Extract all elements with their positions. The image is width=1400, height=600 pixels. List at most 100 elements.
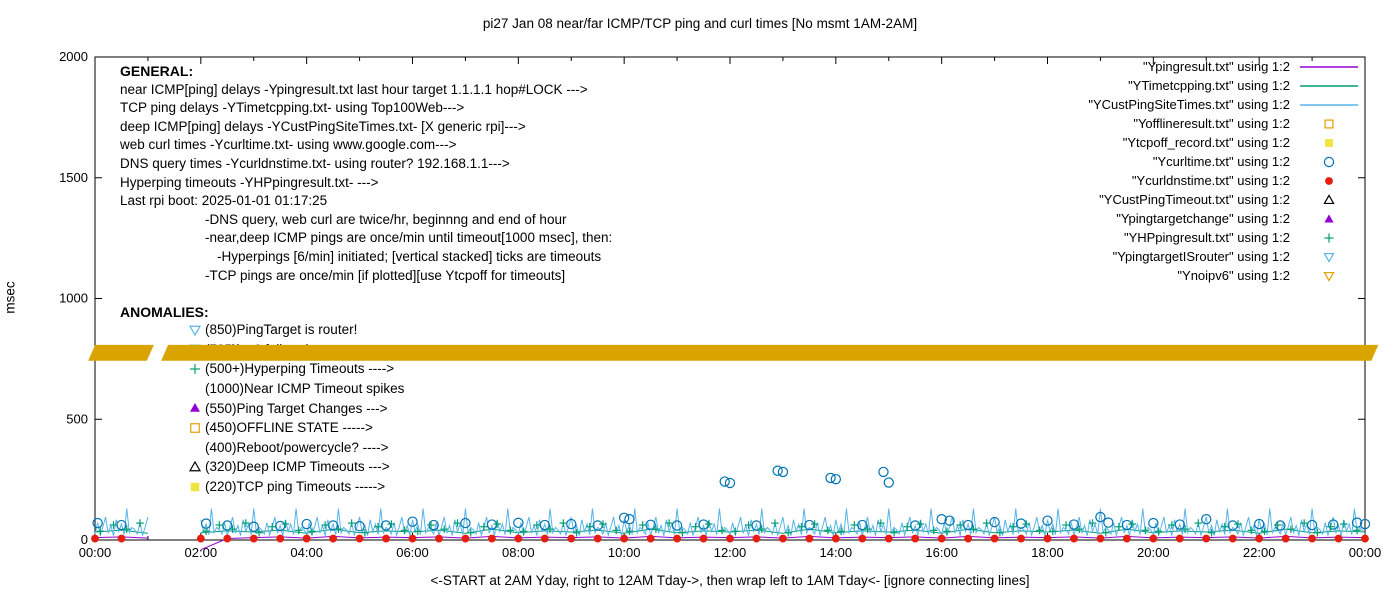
anomaly-label: (320)Deep ICMP Timeouts ---> bbox=[205, 459, 390, 475]
anomaly-label: (400)Reboot/powercycle? ----> bbox=[205, 439, 389, 455]
general-lines: near ICMP[ping] delays -Ypingresult.txt … bbox=[120, 81, 612, 286]
anomaly-row-7: (320)Deep ICMP Timeouts ---> bbox=[188, 457, 404, 477]
legend-label: "YCustPingSiteTimes.txt" using 1:2 bbox=[1088, 97, 1290, 112]
triangle-down-open-icon bbox=[188, 322, 205, 338]
legend-label: "YTimetcpping.txt" using 1:2 bbox=[1128, 78, 1290, 93]
plot-border bbox=[94, 56, 1366, 541]
legend-row-1: "YTimetcpping.txt" using 1:2 bbox=[1088, 76, 1360, 95]
triangle-filled-legend-icon bbox=[1298, 212, 1360, 226]
legend-label: "Ynoipv6" using 1:2 bbox=[1177, 268, 1290, 283]
line-legend-icon bbox=[1298, 60, 1360, 74]
anomaly-label: (1000)Near ICMP Timeout spikes bbox=[205, 381, 405, 397]
series-Ycurltime bbox=[92, 465, 1371, 532]
anomaly-row-2: (500+)Hyperping Timeouts ----> bbox=[188, 359, 404, 379]
line-legend-icon bbox=[1298, 79, 1360, 93]
anomaly-rows: (850)PingTarget is router! (735)ipv6 fail… bbox=[120, 320, 404, 496]
y-tick-label: 1000 bbox=[59, 291, 88, 306]
general-line-1: TCP ping delays -YTimetcpping.txt- using… bbox=[120, 100, 465, 116]
x-tick-label: 00:00 bbox=[1349, 545, 1382, 560]
square-filled-icon bbox=[188, 479, 205, 495]
axis-ticks bbox=[94, 56, 1366, 541]
y-tick-label: 1500 bbox=[59, 170, 88, 185]
x-tick-label: 08:00 bbox=[502, 545, 535, 560]
series-Ycurldnstime bbox=[91, 534, 1369, 543]
series-YCustPingSiteTimes bbox=[94, 508, 1366, 538]
anomaly-label: (450)OFFLINE STATE -----> bbox=[205, 420, 373, 436]
legend-row-5: "Ycurltime.txt" using 1:2 bbox=[1088, 152, 1360, 171]
general-line-3: web curl times -Ycurltime.txt- using www… bbox=[120, 137, 457, 153]
series-YTimetcpping bbox=[94, 528, 1366, 534]
x-tick-label: 12:00 bbox=[714, 545, 747, 560]
anomaly-row-1: (735)ipv6 failmode ---> bbox=[188, 340, 404, 360]
x-tick-label: 06:00 bbox=[396, 545, 429, 560]
anomaly-row-6: (400)Reboot/powercycle? ----> bbox=[188, 438, 404, 458]
triangle-down-open-legend-icon bbox=[1298, 250, 1360, 264]
x-tick-label: 02:00 bbox=[185, 545, 218, 560]
series-Ypingresult bbox=[94, 535, 1366, 551]
series-YHPpingresult bbox=[96, 519, 1361, 537]
y-axis-label: msec bbox=[2, 281, 18, 314]
triangle-open-icon bbox=[188, 459, 205, 475]
square-open-icon bbox=[188, 420, 205, 436]
anomaly-label: (550)Ping Target Changes ---> bbox=[205, 400, 388, 416]
legend-row-10: "YpingtargetISrouter" using 1:2 bbox=[1088, 247, 1360, 266]
legend-label: "Ypingtargetchange" using 1:2 bbox=[1116, 211, 1290, 226]
general-line-0: near ICMP[ping] delays -Ypingresult.txt … bbox=[120, 81, 588, 97]
legend-row-3: "Yofflineresult.txt" using 1:2 bbox=[1088, 114, 1360, 133]
anomaly-label: (220)TCP ping Timeouts -----> bbox=[205, 479, 386, 495]
anomaly-row-3: (1000)Near ICMP Timeout spikes bbox=[188, 379, 404, 399]
anomaly-label: (735)ipv6 failmode ---> bbox=[205, 341, 342, 357]
legend-label: "YCustPingTimeout.txt" using 1:2 bbox=[1099, 192, 1290, 207]
legend-label: "YpingtargetISrouter" using 1:2 bbox=[1112, 249, 1290, 264]
general-line-9: -Hyperpings [6/min] initiated; [vertical… bbox=[217, 248, 602, 264]
legend-row-7: "YCustPingTimeout.txt" using 1:2 bbox=[1088, 190, 1360, 209]
triangle-down-open-icon bbox=[188, 341, 205, 357]
x-tick-label: 16:00 bbox=[925, 545, 958, 560]
x-tick-label: 22:00 bbox=[1243, 545, 1276, 560]
general-line-10: -TCP pings are once/min [if plotted][use… bbox=[205, 267, 566, 283]
legend-row-2: "YCustPingSiteTimes.txt" using 1:2 bbox=[1088, 95, 1360, 114]
circle-filled-legend-icon bbox=[1298, 174, 1360, 188]
legend-row-0: "Ypingresult.txt" using 1:2 bbox=[1088, 57, 1360, 76]
legend-row-4: "Ytcpoff_record.txt" using 1:2 bbox=[1088, 133, 1360, 152]
x-tick-label: 00:00 bbox=[79, 545, 112, 560]
line-legend-icon bbox=[1298, 98, 1360, 112]
circle-open-legend-icon bbox=[1298, 155, 1360, 169]
chart-title: pi27 Jan 08 near/far ICMP/TCP ping and c… bbox=[482, 16, 918, 31]
triangle-down-open-legend-icon bbox=[1298, 269, 1360, 283]
square-open-legend-icon bbox=[1298, 117, 1360, 131]
anomalies-heading: ANOMALIES: bbox=[120, 304, 209, 320]
anomaly-row-4: (550)Ping Target Changes ---> bbox=[188, 398, 404, 418]
legend-label: "Ycurldnstime.txt" using 1:2 bbox=[1131, 173, 1290, 188]
y-tick-label: 2000 bbox=[59, 49, 88, 64]
general-line-2: deep ICMP[ping] delays -YCustPingSiteTim… bbox=[120, 118, 526, 134]
x-tick-label: 18:00 bbox=[1031, 545, 1064, 560]
plus-icon bbox=[188, 361, 205, 377]
anomaly-row-5: (450)OFFLINE STATE -----> bbox=[188, 418, 404, 438]
anomaly-label: (500+)Hyperping Timeouts ----> bbox=[205, 361, 395, 377]
triangle-open-legend-icon bbox=[1298, 193, 1360, 207]
legend-box: "Ypingresult.txt" using 1:2 "YTimetcpping… bbox=[1088, 57, 1360, 285]
anomaly-row-8: (220)TCP ping Timeouts -----> bbox=[188, 477, 404, 497]
x-axis-label: <-START at 2AM Yday, right to 12AM Tday-… bbox=[430, 573, 1030, 588]
legend-label: "Yofflineresult.txt" using 1:2 bbox=[1133, 116, 1290, 131]
anomaly-row-0: (850)PingTarget is router! bbox=[188, 320, 404, 340]
tick-labels: 00:00 02:00 04:00 06:00 08:00 10:00 12:00 14:00… bbox=[59, 49, 1381, 560]
anomalies-block: ANOMALIES: (850)PingTarget is router! (73… bbox=[120, 304, 404, 496]
legend-row-8: "Ypingtargetchange" using 1:2 bbox=[1088, 209, 1360, 228]
y-tick-label: 500 bbox=[66, 411, 88, 426]
legend-label: "Ycurltime.txt" using 1:2 bbox=[1152, 154, 1290, 169]
x-tick-label: 10:00 bbox=[608, 545, 641, 560]
legend-row-11: "Ynoipv6" using 1:2 bbox=[1088, 266, 1360, 285]
general-line-6: Last rpi boot: 2025-01-01 01:17:25 bbox=[120, 193, 328, 209]
x-tick-label: 20:00 bbox=[1137, 545, 1170, 560]
general-line-5: Hyperping timeouts -YHPpingresult.txt- -… bbox=[120, 174, 379, 190]
square-filled-legend-icon bbox=[1298, 136, 1360, 150]
general-line-7: -DNS query, web curl are twice/hr, begin… bbox=[205, 211, 567, 227]
y-tick-label: 0 bbox=[81, 532, 88, 547]
triangle-filled-icon bbox=[188, 400, 205, 416]
